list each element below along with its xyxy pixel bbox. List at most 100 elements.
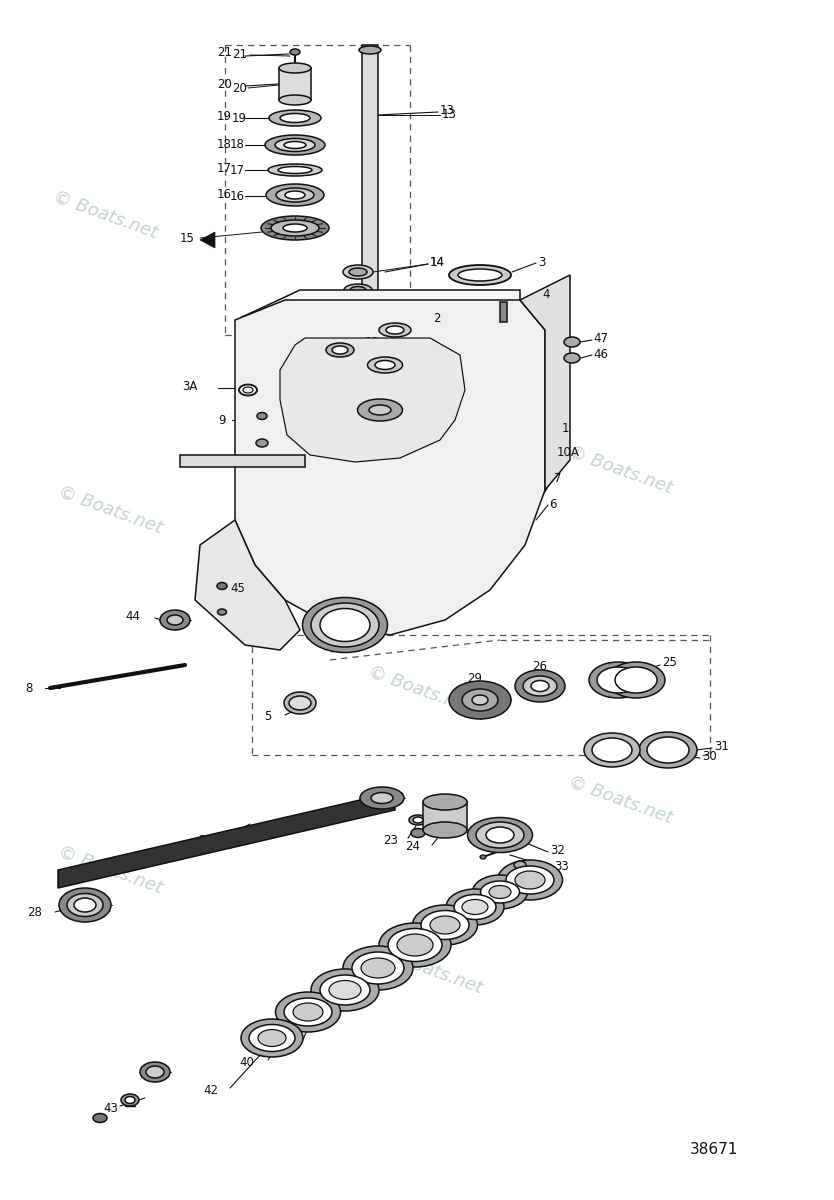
Ellipse shape: [275, 138, 315, 151]
Polygon shape: [200, 232, 215, 248]
Polygon shape: [520, 275, 570, 490]
Ellipse shape: [368, 358, 403, 373]
Ellipse shape: [278, 167, 312, 174]
Text: 3: 3: [538, 256, 545, 269]
Ellipse shape: [283, 224, 307, 232]
Ellipse shape: [639, 732, 697, 768]
Ellipse shape: [275, 992, 340, 1032]
Ellipse shape: [343, 946, 413, 990]
Ellipse shape: [458, 269, 502, 281]
Ellipse shape: [359, 46, 381, 54]
Ellipse shape: [515, 871, 545, 889]
Text: 34: 34: [542, 877, 557, 890]
Text: 18: 18: [230, 138, 245, 151]
Ellipse shape: [249, 1025, 295, 1051]
Text: 20: 20: [232, 82, 247, 95]
Text: 12: 12: [365, 336, 380, 349]
Text: 19: 19: [232, 112, 247, 125]
Polygon shape: [240, 290, 520, 340]
Text: 10: 10: [190, 456, 205, 468]
Text: 37: 37: [371, 976, 386, 989]
Ellipse shape: [449, 265, 511, 284]
Ellipse shape: [430, 916, 460, 934]
Text: 40: 40: [239, 1056, 254, 1068]
Ellipse shape: [290, 49, 300, 55]
Text: 44: 44: [125, 611, 140, 624]
Ellipse shape: [269, 110, 321, 126]
Ellipse shape: [486, 827, 514, 842]
Ellipse shape: [289, 696, 311, 710]
Ellipse shape: [359, 330, 381, 340]
Text: 28: 28: [28, 906, 42, 919]
Ellipse shape: [409, 815, 427, 826]
Ellipse shape: [454, 894, 496, 919]
Ellipse shape: [218, 608, 227, 614]
Ellipse shape: [332, 346, 348, 354]
Ellipse shape: [379, 923, 451, 967]
Ellipse shape: [146, 1066, 164, 1078]
Ellipse shape: [271, 220, 319, 236]
Ellipse shape: [523, 676, 557, 696]
Text: © Boats.net: © Boats.net: [565, 773, 675, 827]
Text: 33: 33: [554, 860, 569, 874]
Text: © Boats.net: © Boats.net: [55, 842, 164, 898]
Ellipse shape: [421, 911, 469, 940]
Ellipse shape: [343, 265, 373, 278]
Ellipse shape: [359, 320, 381, 330]
Text: 8: 8: [26, 682, 33, 695]
Ellipse shape: [476, 822, 524, 848]
Text: 9: 9: [218, 414, 225, 426]
Ellipse shape: [241, 1019, 303, 1057]
Text: 13: 13: [442, 108, 457, 121]
Text: 35: 35: [390, 959, 405, 972]
Text: 11: 11: [388, 348, 403, 361]
Ellipse shape: [564, 337, 580, 347]
Polygon shape: [195, 520, 300, 650]
Text: 21: 21: [217, 47, 232, 60]
Ellipse shape: [256, 439, 268, 446]
Text: 7: 7: [554, 472, 561, 485]
Ellipse shape: [413, 905, 478, 946]
Ellipse shape: [375, 360, 395, 370]
Ellipse shape: [261, 216, 329, 240]
Ellipse shape: [74, 898, 96, 912]
Text: 38: 38: [340, 997, 355, 1010]
Ellipse shape: [293, 1003, 323, 1021]
Text: 14: 14: [430, 257, 445, 270]
Ellipse shape: [268, 164, 322, 176]
Text: 19: 19: [217, 110, 232, 124]
Text: 30: 30: [702, 750, 716, 762]
Text: 41: 41: [275, 1038, 290, 1050]
Text: 42: 42: [203, 1084, 218, 1097]
Text: © Boats.net: © Boats.net: [375, 943, 485, 997]
Ellipse shape: [350, 287, 366, 294]
Ellipse shape: [93, 1114, 107, 1122]
Ellipse shape: [326, 343, 354, 358]
Ellipse shape: [423, 822, 467, 838]
Ellipse shape: [473, 875, 527, 910]
Polygon shape: [362, 44, 378, 335]
Text: 32: 32: [550, 845, 565, 858]
Ellipse shape: [311, 970, 379, 1010]
Ellipse shape: [506, 866, 554, 894]
Text: © Boats.net: © Boats.net: [55, 482, 164, 538]
Ellipse shape: [121, 1094, 139, 1106]
Ellipse shape: [266, 184, 324, 206]
Text: 36: 36: [527, 863, 542, 876]
Ellipse shape: [320, 974, 370, 1006]
Ellipse shape: [472, 695, 488, 704]
Ellipse shape: [489, 886, 511, 899]
Polygon shape: [280, 338, 465, 462]
Text: 20: 20: [217, 78, 232, 90]
Ellipse shape: [462, 689, 498, 710]
Ellipse shape: [303, 598, 388, 653]
Ellipse shape: [125, 1097, 135, 1104]
Text: 18: 18: [217, 138, 232, 150]
Text: 31: 31: [714, 740, 729, 754]
Text: 43: 43: [103, 1102, 118, 1115]
Text: 29: 29: [468, 672, 483, 685]
Ellipse shape: [285, 191, 305, 199]
Ellipse shape: [258, 1030, 286, 1046]
Ellipse shape: [531, 680, 549, 691]
Text: 10A: 10A: [557, 445, 580, 458]
